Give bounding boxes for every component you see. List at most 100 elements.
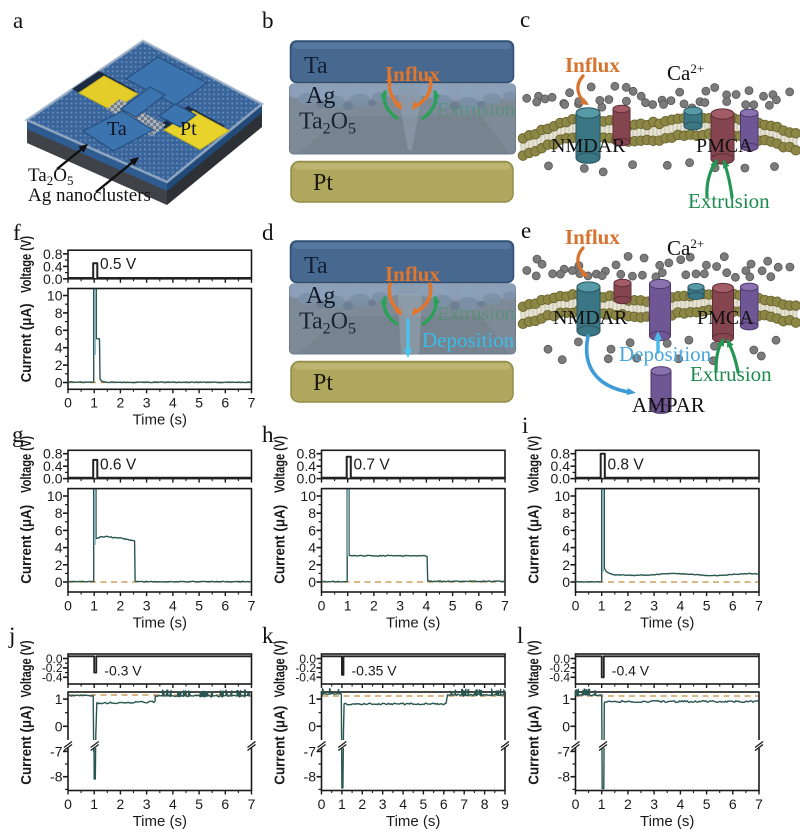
svg-text:1: 1 (598, 597, 606, 613)
svg-text:0: 0 (562, 718, 570, 734)
svg-text:0: 0 (55, 718, 63, 734)
svg-text:0.4: 0.4 (551, 458, 571, 474)
svg-text:Voltage (V): Voltage (V) (526, 641, 543, 698)
svg-text:1: 1 (598, 796, 606, 812)
svg-text:Voltage (V): Voltage (V) (18, 236, 35, 293)
svg-text:Extrusion: Extrusion (437, 99, 515, 121)
svg-text:0.0: 0.0 (43, 471, 63, 487)
svg-text:0.8: 0.8 (43, 446, 63, 462)
svg-text:7: 7 (501, 597, 509, 613)
svg-text:0: 0 (64, 597, 72, 613)
svg-text:Voltage (V): Voltage (V) (272, 436, 289, 493)
svg-text:Influx: Influx (385, 262, 440, 286)
svg-text:e: e (521, 218, 531, 243)
svg-text:8: 8 (55, 505, 63, 521)
svg-text:4: 4 (169, 597, 177, 613)
svg-text:-7: -7 (304, 743, 317, 759)
svg-text:Current (μA): Current (μA) (18, 505, 35, 584)
svg-text:a: a (13, 8, 23, 33)
svg-text:1: 1 (90, 597, 98, 613)
svg-text:0: 0 (55, 375, 63, 391)
svg-text:0: 0 (318, 796, 326, 812)
svg-text:0.8: 0.8 (551, 446, 571, 462)
svg-text:2: 2 (624, 796, 632, 812)
svg-text:3: 3 (396, 597, 404, 613)
svg-text:Ag: Ag (306, 283, 335, 309)
svg-text:4: 4 (562, 540, 570, 556)
svg-text:Time (s): Time (s) (640, 614, 694, 631)
svg-text:4: 4 (55, 340, 63, 356)
svg-text:3: 3 (650, 796, 658, 812)
svg-text:-0.3 V: -0.3 V (104, 663, 142, 679)
svg-text:2: 2 (562, 557, 570, 573)
svg-text:h: h (262, 422, 274, 447)
svg-text:b: b (262, 8, 274, 33)
svg-text:4: 4 (399, 796, 407, 812)
svg-text:Voltage (V): Voltage (V) (18, 436, 35, 493)
svg-text:-0.2: -0.2 (295, 661, 316, 675)
svg-text:5: 5 (195, 597, 203, 613)
svg-text:0: 0 (64, 796, 72, 812)
svg-text:1: 1 (55, 691, 63, 707)
svg-text:4: 4 (677, 796, 685, 812)
svg-text:2: 2 (358, 796, 366, 812)
svg-text:6: 6 (308, 522, 316, 538)
svg-text:Current (μA): Current (μA) (272, 706, 289, 785)
svg-text:Time (s): Time (s) (133, 412, 187, 429)
svg-text:3: 3 (650, 597, 658, 613)
svg-text:-8: -8 (50, 769, 63, 785)
svg-text:Time (s): Time (s) (133, 813, 187, 830)
svg-text:10: 10 (47, 488, 63, 504)
svg-text:Influx: Influx (565, 53, 620, 77)
svg-text:-7: -7 (558, 743, 571, 759)
svg-text:Ta: Ta (107, 118, 127, 140)
svg-text:Current (μA): Current (μA) (18, 303, 35, 382)
svg-text:6: 6 (55, 322, 63, 338)
svg-text:0.4: 0.4 (43, 258, 63, 274)
svg-text:6: 6 (221, 597, 229, 613)
svg-text:Extrusion: Extrusion (437, 303, 515, 325)
svg-text:Time (s): Time (s) (133, 614, 187, 631)
svg-text:4: 4 (677, 597, 685, 613)
svg-text:2: 2 (370, 597, 378, 613)
svg-text:4: 4 (169, 395, 177, 411)
svg-text:7: 7 (755, 796, 763, 812)
svg-text:4: 4 (308, 540, 316, 556)
svg-text:6: 6 (55, 522, 63, 538)
svg-text:6: 6 (440, 796, 448, 812)
svg-text:10: 10 (554, 488, 570, 504)
svg-text:Pt: Pt (180, 118, 197, 140)
svg-text:0: 0 (318, 597, 326, 613)
svg-text:c: c (520, 7, 530, 32)
svg-text:6: 6 (729, 597, 737, 613)
svg-text:-0.4: -0.4 (42, 671, 63, 685)
svg-text:1: 1 (562, 691, 570, 707)
svg-text:2: 2 (55, 357, 63, 373)
svg-text:l: l (517, 623, 523, 648)
svg-text:6: 6 (729, 796, 737, 812)
svg-text:0.5 V: 0.5 V (100, 256, 137, 273)
svg-text:3: 3 (379, 796, 387, 812)
svg-text:Ta: Ta (304, 53, 328, 79)
svg-text:0.0: 0.0 (553, 652, 570, 666)
svg-text:Voltage (V): Voltage (V) (18, 641, 35, 698)
svg-text:0: 0 (572, 597, 580, 613)
svg-text:Ag nanoclusters: Ag nanoclusters (28, 185, 151, 206)
svg-text:g: g (12, 422, 24, 447)
svg-text:1: 1 (308, 691, 316, 707)
svg-text:0: 0 (572, 796, 580, 812)
svg-text:6: 6 (475, 597, 483, 613)
svg-text:i: i (522, 413, 528, 438)
svg-text:Voltage (V): Voltage (V) (272, 641, 289, 698)
svg-text:0: 0 (64, 395, 72, 411)
svg-text:1: 1 (90, 395, 98, 411)
svg-text:2: 2 (117, 796, 125, 812)
svg-text:8: 8 (55, 305, 63, 321)
svg-text:Current (μA): Current (μA) (526, 706, 543, 785)
svg-text:5: 5 (703, 597, 711, 613)
svg-text:9: 9 (501, 796, 509, 812)
svg-text:NMDAR: NMDAR (553, 307, 628, 329)
svg-text:0.8: 0.8 (43, 246, 63, 262)
svg-text:7: 7 (248, 597, 256, 613)
svg-text:Current (μA): Current (μA) (526, 505, 543, 584)
